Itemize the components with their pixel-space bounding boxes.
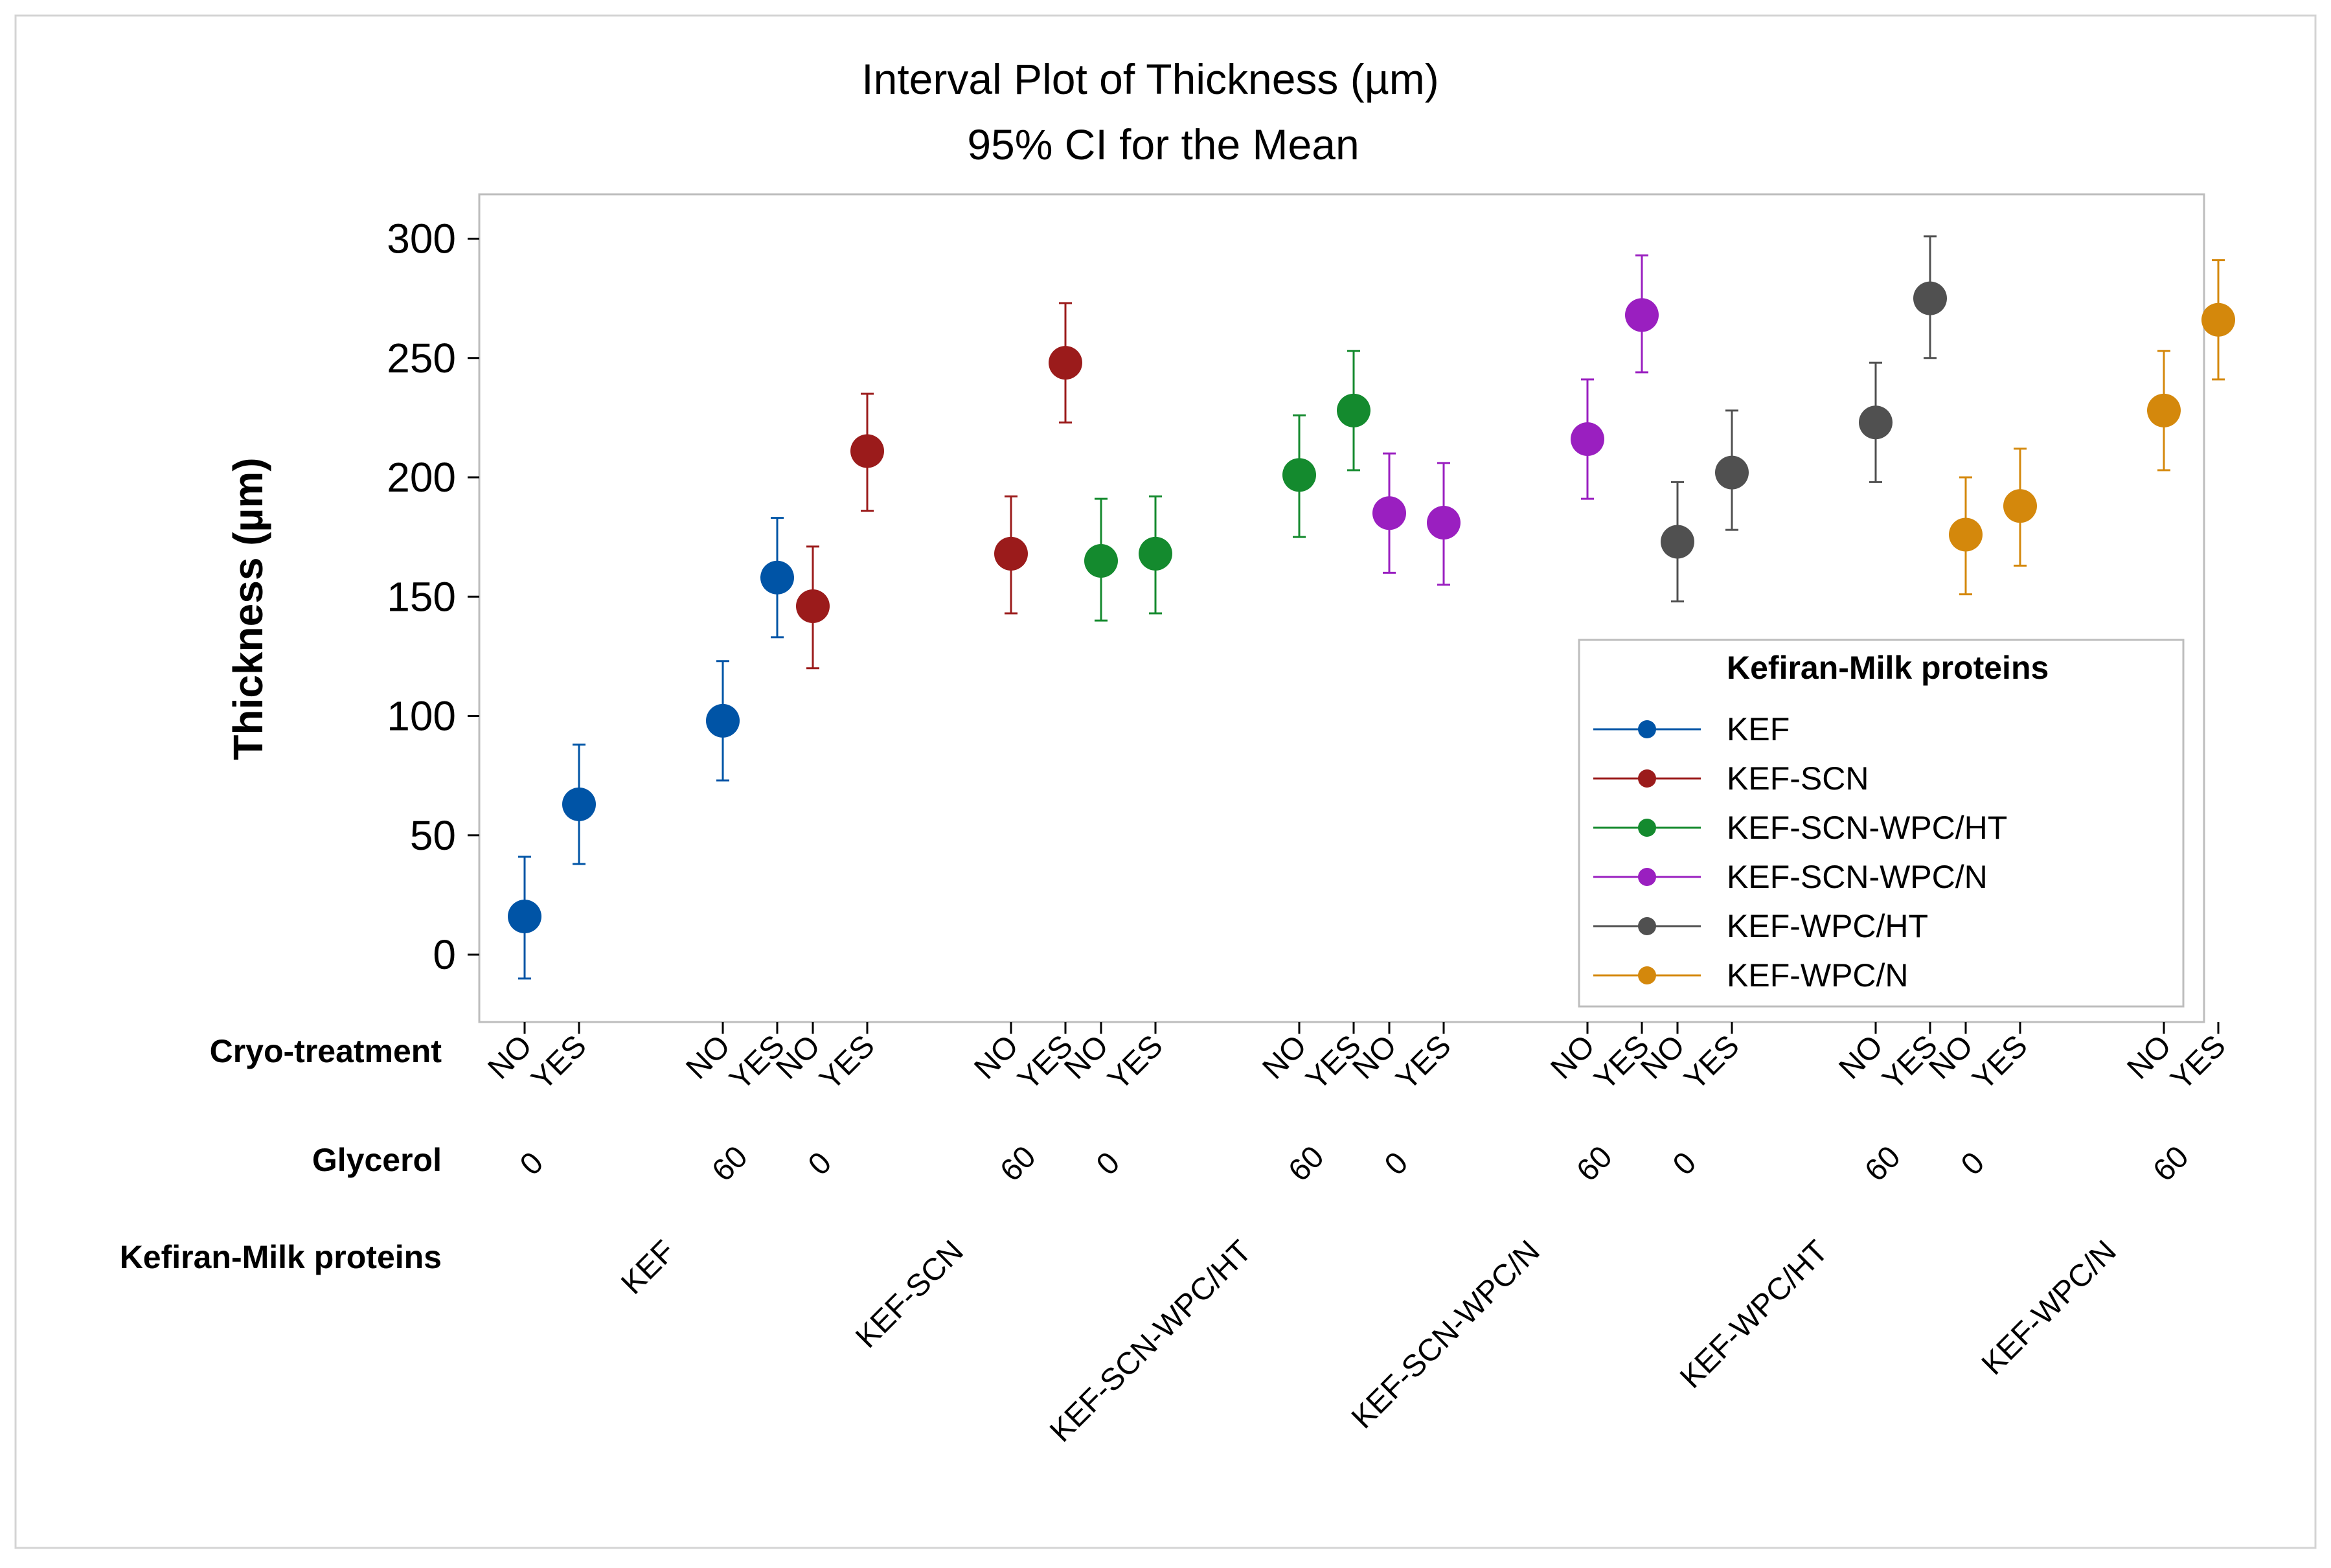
legend-marker: [1638, 966, 1656, 984]
mean-point: [1949, 517, 1983, 552]
mean-point: [760, 560, 794, 595]
mean-point: [2003, 489, 2037, 523]
mean-point: [1049, 346, 1082, 380]
mean-point: [1139, 536, 1172, 571]
y-tick-label: 250: [387, 335, 456, 381]
y-axis: 0 50 100 150 200 250 300: [387, 216, 479, 978]
legend-label: KEF-WPC/HT: [1727, 908, 1928, 944]
mean-point: [508, 900, 541, 934]
legend-marker: [1638, 819, 1656, 837]
mean-point: [796, 589, 830, 623]
mean-point: [1337, 393, 1370, 427]
legend-marker: [1638, 917, 1656, 935]
plot-area: [478, 193, 2205, 1023]
legend-marker: [1638, 720, 1656, 738]
legend: Kefiran-Milk proteins KEF KEF-SCN KEF-SCN-…: [1578, 639, 2185, 1008]
legend-label: KEF-SCN-WPC/HT: [1727, 810, 2007, 846]
mean-point: [2201, 302, 2235, 337]
y-tick-label: 0: [433, 931, 456, 978]
mean-point: [1913, 281, 1947, 315]
legend-box: [1578, 639, 2185, 1008]
chart-subtitle: 95% CI for the Mean: [967, 120, 1359, 168]
row-label-glycerol: Glycerol: [312, 1142, 442, 1178]
mean-point: [2147, 393, 2181, 427]
y-tick-label: 100: [387, 693, 456, 740]
legend-label: KEF-SCN-WPC/N: [1727, 859, 1988, 895]
mean-point: [1282, 458, 1316, 492]
mean-point: [1715, 455, 1749, 490]
mean-point: [1859, 405, 1893, 440]
row-label-group: Kefiran-Milk proteins: [120, 1239, 442, 1275]
y-tick-label: 50: [410, 812, 456, 859]
mean-point: [1372, 496, 1406, 530]
mean-point: [1661, 525, 1694, 559]
mean-point: [1084, 543, 1118, 578]
legend-label: KEF: [1727, 711, 1790, 747]
mean-point: [850, 434, 884, 468]
row-label-cryo: Cryo-treatment: [210, 1033, 442, 1069]
mean-point: [1571, 422, 1604, 457]
legend-title: Kefiran-Milk proteins: [1727, 650, 2049, 686]
legend-label: KEF-WPC/N: [1727, 957, 1909, 994]
legend-marker: [1638, 868, 1656, 886]
y-tick-label: 150: [387, 573, 456, 620]
chart-title: Interval Plot of Thickness (µm): [861, 55, 1438, 103]
legend-marker: [1638, 769, 1656, 788]
y-axis-label: Thickness (µm): [225, 457, 271, 760]
y-tick-label: 200: [387, 454, 456, 501]
mean-point: [1427, 506, 1461, 540]
mean-point: [706, 703, 740, 738]
legend-label: KEF-SCN: [1727, 760, 1869, 797]
y-tick-label: 300: [387, 216, 456, 262]
mean-point: [1625, 298, 1659, 332]
mean-point: [994, 536, 1028, 571]
data-marks: [508, 235, 2235, 980]
mean-point: [562, 787, 596, 821]
